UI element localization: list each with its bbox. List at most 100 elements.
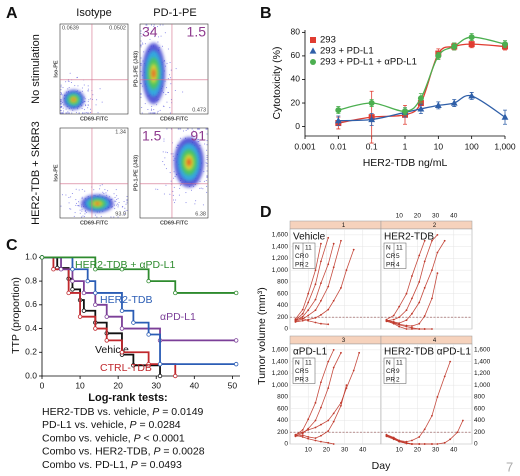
event-dot <box>102 191 104 193</box>
event-dot <box>206 149 208 151</box>
tumor-point <box>423 443 426 445</box>
event-dot <box>88 112 90 114</box>
event-dot <box>115 189 117 191</box>
tumor-point <box>320 313 322 316</box>
tumor-point <box>423 328 426 330</box>
event-dot <box>87 101 89 103</box>
event-dot <box>75 199 77 201</box>
tumor-point <box>392 318 395 321</box>
event-dot <box>170 180 172 182</box>
tumor-point <box>411 297 413 300</box>
event-dot <box>153 109 155 111</box>
quadrant-percent: 0.473 <box>192 107 206 113</box>
event-dot <box>206 144 208 146</box>
event-marker <box>70 267 75 272</box>
event-dot <box>166 101 168 103</box>
x-tick-label: 100 <box>465 141 479 151</box>
event-dot <box>198 141 200 143</box>
event-dot <box>140 93 142 95</box>
y-tick-label: 1.0 <box>25 252 37 262</box>
event-dot <box>143 51 145 53</box>
event-dot <box>74 212 76 214</box>
event-marker <box>81 290 87 296</box>
event-dot <box>63 110 65 112</box>
event-dot <box>60 89 62 91</box>
event-dot <box>60 92 62 94</box>
event-dot <box>94 214 96 216</box>
event-dot <box>163 193 165 195</box>
data-point <box>368 100 375 107</box>
y-tick-label: 0 <box>284 326 288 333</box>
stat-label: PR <box>386 261 395 268</box>
tumor-point <box>340 404 342 407</box>
legend-label: 293 + PD-L1 + αPD-L1 <box>320 57 417 68</box>
tumor-point <box>327 308 330 311</box>
event-dot <box>167 48 169 50</box>
data-point <box>309 47 317 54</box>
facet-title: HER2-TDB <box>384 232 434 243</box>
event-dot <box>85 112 87 114</box>
event-dot <box>76 77 78 79</box>
statistic: P <box>153 445 160 457</box>
event-dot <box>84 101 86 103</box>
y-axis-label: Iso-PE <box>53 164 59 181</box>
event-dot <box>87 90 89 92</box>
y-tick-label: 0.8 <box>25 275 37 285</box>
event-marker <box>39 255 45 260</box>
stat-value: 5 <box>305 368 309 375</box>
event-dot <box>70 196 72 198</box>
y-tick-label: 1,000 <box>272 267 289 274</box>
event-marker <box>81 308 87 313</box>
event-dot <box>62 87 64 89</box>
event-dot <box>62 101 64 103</box>
event-dot <box>148 27 150 29</box>
event-dot <box>155 188 157 190</box>
event-dot <box>172 153 174 155</box>
stat-value: 3 <box>305 376 309 383</box>
event-dot <box>140 64 142 66</box>
tumor-point <box>320 282 322 285</box>
event-dot <box>170 69 172 71</box>
tumor-point <box>405 292 408 295</box>
event-dot <box>169 193 171 195</box>
tumor-point <box>301 319 304 322</box>
quadrant-percent: 34 <box>142 24 158 40</box>
p-value: < 0.0001 <box>141 432 185 444</box>
event-dot <box>141 42 143 44</box>
event-dot <box>140 40 142 42</box>
tumor-point <box>307 428 310 431</box>
x-tick-label: 20 <box>414 447 422 454</box>
facet-strip <box>380 220 473 230</box>
panel-letter: D <box>260 204 272 221</box>
event-dot <box>65 194 67 196</box>
event-dot <box>67 112 69 114</box>
x-axis-label: CD69-FITC <box>80 220 108 226</box>
y-tick-label: 200 <box>277 429 288 436</box>
data-point <box>368 115 376 123</box>
event-dot <box>167 78 169 80</box>
event-dot <box>180 137 182 139</box>
tumor-point <box>436 233 439 236</box>
event-dot <box>110 216 112 218</box>
event-marker <box>66 290 71 296</box>
event-dot <box>178 194 180 196</box>
event-dot <box>81 196 83 198</box>
event-dot <box>140 96 142 98</box>
column-header: Isotype <box>76 7 111 19</box>
data-point <box>434 101 442 108</box>
event-dot <box>117 203 119 205</box>
event-dot <box>81 198 83 200</box>
event-dot <box>99 188 101 190</box>
event-dot <box>99 88 101 90</box>
tumor-point <box>327 360 330 363</box>
tumor-point <box>411 325 413 327</box>
event-dot <box>199 180 201 182</box>
event-marker <box>119 350 125 355</box>
event-dot <box>74 85 76 87</box>
event-dot <box>107 190 109 192</box>
tumor-point <box>332 348 335 351</box>
series-label: Vehicle <box>95 344 129 356</box>
event-dot <box>206 159 208 161</box>
event-dot <box>79 209 81 211</box>
y-tick-label: 800 <box>277 279 288 286</box>
